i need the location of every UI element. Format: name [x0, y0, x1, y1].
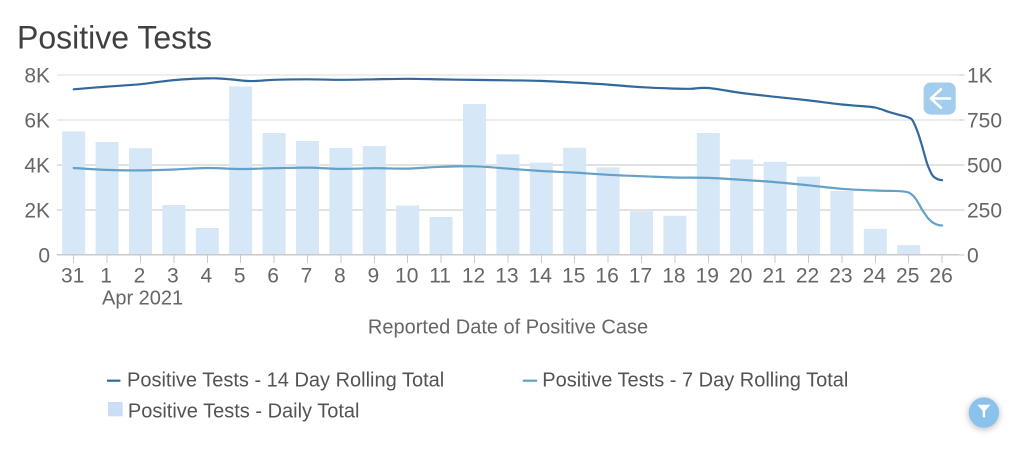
svg-text:20: 20	[729, 265, 752, 288]
svg-text:21: 21	[762, 265, 785, 288]
svg-text:10: 10	[395, 265, 418, 288]
svg-text:9: 9	[367, 265, 379, 288]
svg-text:8: 8	[334, 265, 346, 288]
svg-text:26: 26	[929, 265, 952, 288]
svg-text:3: 3	[167, 265, 179, 288]
svg-text:2: 2	[134, 265, 146, 288]
svg-text:23: 23	[829, 265, 852, 288]
svg-text:Positive Tests: Positive Tests	[17, 20, 212, 56]
svg-text:7: 7	[301, 265, 313, 288]
svg-text:Positive Tests - 14 Day Rollin: Positive Tests - 14 Day Rolling Total	[127, 369, 444, 391]
svg-text:12: 12	[462, 265, 485, 288]
svg-text:Apr 2021: Apr 2021	[102, 288, 183, 310]
svg-text:2K: 2K	[24, 200, 50, 223]
svg-text:25: 25	[896, 265, 919, 288]
svg-text:Positive Tests - Daily Total: Positive Tests - Daily Total	[128, 400, 360, 422]
svg-text:31: 31	[61, 265, 84, 288]
svg-text:4: 4	[200, 265, 212, 288]
svg-text:14: 14	[529, 265, 553, 288]
svg-text:750: 750	[967, 110, 1002, 133]
svg-text:16: 16	[595, 265, 618, 288]
svg-text:Positive Tests - 7 Day Rolling: Positive Tests - 7 Day Rolling Total	[542, 369, 848, 391]
svg-text:6: 6	[267, 265, 279, 288]
svg-text:1: 1	[100, 265, 112, 288]
svg-text:13: 13	[495, 265, 518, 288]
svg-text:15: 15	[562, 265, 585, 288]
svg-text:8K: 8K	[24, 65, 50, 88]
svg-text:0: 0	[967, 245, 979, 268]
svg-text:500: 500	[967, 155, 1002, 178]
svg-text:4K: 4K	[24, 155, 50, 178]
svg-text:250: 250	[967, 200, 1002, 223]
svg-text:17: 17	[629, 265, 652, 288]
svg-text:24: 24	[863, 265, 887, 288]
svg-text:Reported Date of Positive Case: Reported Date of Positive Case	[368, 317, 648, 339]
svg-text:22: 22	[796, 265, 819, 288]
svg-text:1K: 1K	[967, 65, 993, 88]
svg-text:18: 18	[662, 265, 685, 288]
svg-text:0: 0	[38, 245, 50, 268]
svg-text:19: 19	[696, 265, 719, 288]
svg-text:11: 11	[429, 265, 451, 288]
svg-text:6K: 6K	[24, 110, 50, 133]
svg-text:5: 5	[234, 265, 246, 288]
